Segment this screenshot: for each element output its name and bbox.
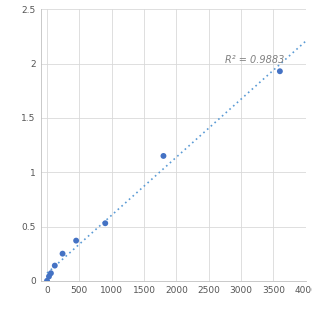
Point — [52, 263, 57, 268]
Point — [45, 278, 50, 283]
Point — [161, 154, 166, 158]
Point — [103, 221, 108, 226]
Point — [277, 69, 282, 74]
Point — [48, 271, 53, 276]
Text: R² = 0.9883: R² = 0.9883 — [225, 55, 284, 65]
Point — [74, 238, 79, 243]
Point — [46, 274, 51, 279]
Point — [60, 251, 65, 256]
